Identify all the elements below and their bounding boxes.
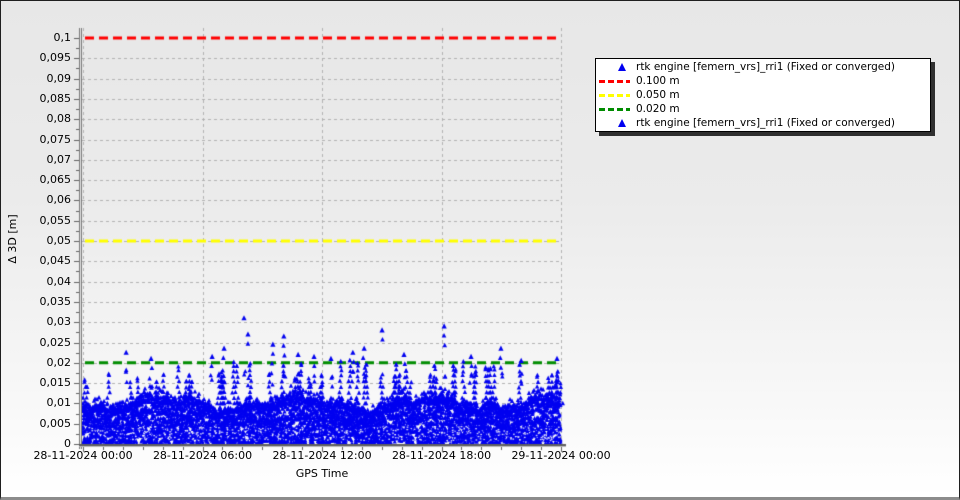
triangle-marker-icon: [596, 116, 636, 130]
dash-glyph: [599, 107, 630, 111]
legend-item-label: 0.050 m: [636, 89, 680, 101]
triangle-glyph: [618, 63, 626, 71]
legend-item: 0.100 m: [596, 74, 930, 88]
legend-item: rtk engine [femern_vrs]_rri1 (Fixed or c…: [596, 60, 930, 74]
legend-item: 0.020 m: [596, 102, 930, 116]
dashed-line-icon: [596, 102, 636, 116]
dash-glyph: [599, 93, 630, 97]
dash-glyph: [599, 79, 630, 83]
triangle-glyph: [618, 119, 626, 127]
legend: rtk engine [femern_vrs]_rri1 (Fixed or c…: [595, 58, 931, 132]
dashed-line-icon: [596, 74, 636, 88]
legend-item: 0.050 m: [596, 88, 930, 102]
legend-item: rtk engine [femern_vrs]_rri1 (Fixed or c…: [596, 116, 930, 130]
legend-item-label: 0.020 m: [636, 103, 680, 115]
legend-item-label: rtk engine [femern_vrs]_rri1 (Fixed or c…: [636, 117, 895, 129]
dashed-line-icon: [596, 88, 636, 102]
legend-item-label: 0.100 m: [636, 75, 680, 87]
legend-item-label: rtk engine [femern_vrs]_rri1 (Fixed or c…: [636, 61, 895, 73]
triangle-marker-icon: [596, 60, 636, 74]
